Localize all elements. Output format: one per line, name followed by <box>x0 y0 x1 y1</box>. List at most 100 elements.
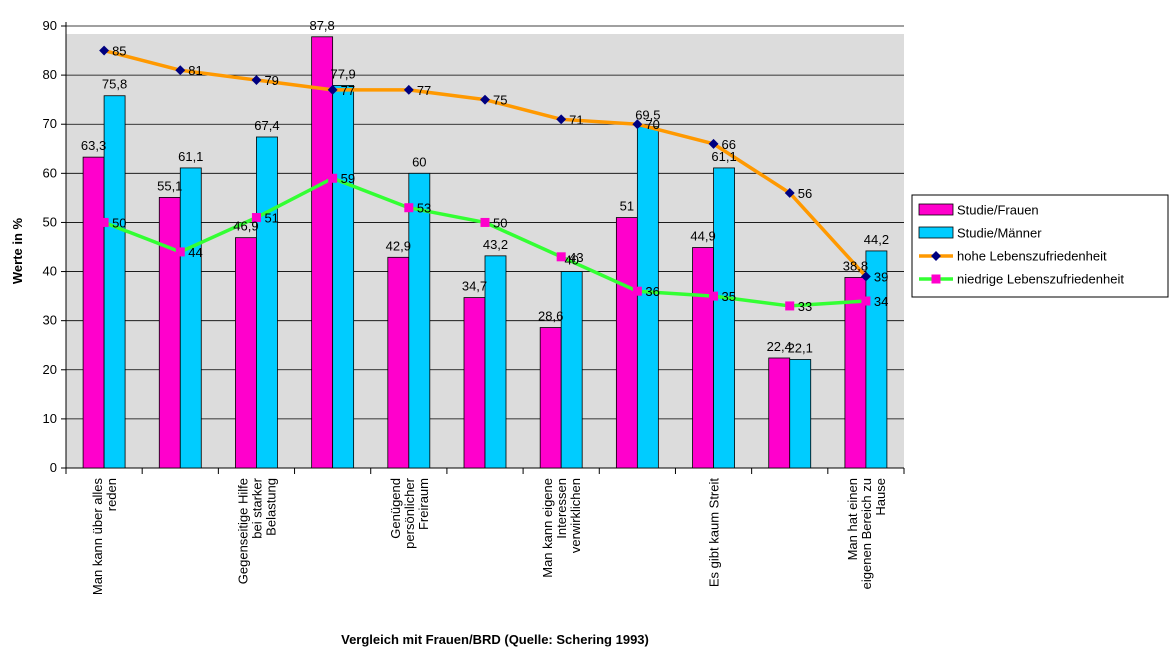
legend-label: Studie/Frauen <box>957 203 1039 218</box>
bar-data-label: 22,4 <box>767 339 792 354</box>
bar-data-label: 67,4 <box>254 118 279 133</box>
bar-data-label: 77,9 <box>330 66 355 81</box>
line-data-label: 51 <box>264 211 278 226</box>
line-data-label: 77 <box>417 83 431 98</box>
bar-data-label: 28,6 <box>538 309 563 324</box>
y-tick-label: 80 <box>43 67 57 82</box>
y-tick-label: 10 <box>43 411 57 426</box>
y-tick-label: 90 <box>43 18 57 33</box>
line-marker <box>251 213 261 223</box>
bar <box>789 359 812 469</box>
legend-label: niedrige Lebenszufriedenheit <box>957 272 1124 287</box>
y-tick-label: 0 <box>50 460 57 475</box>
legend-label: hohe Lebenszufriedenheit <box>957 249 1107 264</box>
line-marker <box>99 217 109 227</box>
line-marker <box>860 271 871 282</box>
category-label: Es gibt kaum Streit <box>707 478 722 587</box>
bar <box>463 297 486 469</box>
x-axis-title: Vergleich mit Frauen/BRD (Quelle: Scheri… <box>341 632 649 647</box>
bar-data-label: 43,2 <box>483 237 508 252</box>
line-data-label: 75 <box>493 93 507 108</box>
bar-data-label: 44,2 <box>864 232 889 247</box>
category-label: Hause <box>873 478 888 516</box>
bar-data-label: 51 <box>620 199 634 214</box>
category-labels: Man kann über alles reden Gegenseitige Hil… <box>90 477 888 595</box>
category-label: bei starker <box>249 477 264 538</box>
legend: Studie/Frauen Studie/Männer hohe Lebenszuf… <box>911 194 1169 298</box>
bar <box>158 196 181 469</box>
line-data-label: 81 <box>188 63 202 78</box>
bar-data-label: 34,7 <box>462 279 487 294</box>
category-label: reden <box>104 478 119 511</box>
legend-swatch <box>918 203 954 216</box>
line-marker <box>99 45 110 56</box>
line-marker <box>404 203 414 213</box>
bar-data-label: 46,9 <box>233 219 258 234</box>
line-data-label: 43 <box>569 250 583 265</box>
category-label: Freiraum <box>416 478 431 530</box>
bar <box>82 156 105 469</box>
bar <box>844 277 867 469</box>
line-data-label: 59 <box>341 171 355 186</box>
line-data-label: 50 <box>112 215 126 230</box>
bar-data-label: 87,8 <box>309 18 334 33</box>
bar <box>387 256 410 469</box>
y-tick-label: 70 <box>43 116 57 131</box>
line-data-label: 85 <box>112 44 126 59</box>
bar-data-label: 42,9 <box>386 238 411 253</box>
legend-label: Studie/Männer <box>957 226 1042 241</box>
line-marker <box>328 173 338 183</box>
category-label: verwirklichen <box>568 478 583 553</box>
bar-data-label: 63,3 <box>81 138 106 153</box>
bar-data-label: 22,1 <box>788 340 813 355</box>
line-marker <box>632 286 642 296</box>
bar-data-label: 44,9 <box>690 228 715 243</box>
line-marker <box>556 114 567 125</box>
bar <box>408 172 431 469</box>
bar <box>103 95 126 469</box>
line-data-label: 56 <box>798 186 812 201</box>
legend-marker <box>931 274 941 284</box>
bar-data-label: 60 <box>412 154 426 169</box>
line-data-label: 70 <box>645 117 659 132</box>
bar <box>692 247 714 469</box>
line-data-label: 50 <box>493 215 507 230</box>
line-data-label: 77 <box>341 83 355 98</box>
category-label: Genügend <box>388 478 403 539</box>
category-label: Interessen <box>554 478 569 539</box>
category-label: Man kann eigene <box>540 478 555 578</box>
line-marker <box>861 296 871 306</box>
bar <box>179 167 202 469</box>
category-label: Belastung <box>263 478 278 536</box>
line-data-label: 66 <box>722 137 736 152</box>
line-marker <box>480 217 490 227</box>
legend-box <box>911 194 1169 298</box>
line-data-label: 33 <box>798 299 812 314</box>
line-marker <box>175 247 185 257</box>
bar <box>256 136 278 469</box>
y-tick-label: 40 <box>43 264 57 279</box>
bar-data-label: 75,8 <box>102 77 127 92</box>
y-axis-title: Werte in % <box>10 217 25 284</box>
line-data-label: 71 <box>569 112 583 127</box>
bar <box>311 36 334 469</box>
line-data-label: 44 <box>188 245 202 260</box>
line-marker <box>556 252 566 262</box>
line-data-label: 39 <box>874 269 888 284</box>
category-label: eigenen Bereich zu <box>859 478 874 589</box>
bar <box>539 327 562 469</box>
bar <box>713 167 735 469</box>
line-marker <box>251 75 262 85</box>
bar-data-label: 38,8 <box>843 258 868 273</box>
line-marker <box>709 291 719 301</box>
line-data-label: 79 <box>264 73 278 88</box>
bar-data-label: 40 <box>564 253 578 268</box>
bar-data-label: 69,5 <box>635 108 660 123</box>
y-tick-label: 30 <box>43 313 57 328</box>
y-tick-label: 60 <box>43 165 57 180</box>
category-label: persönlicher <box>402 477 417 548</box>
bar <box>865 250 888 469</box>
legend-marker <box>931 251 941 261</box>
